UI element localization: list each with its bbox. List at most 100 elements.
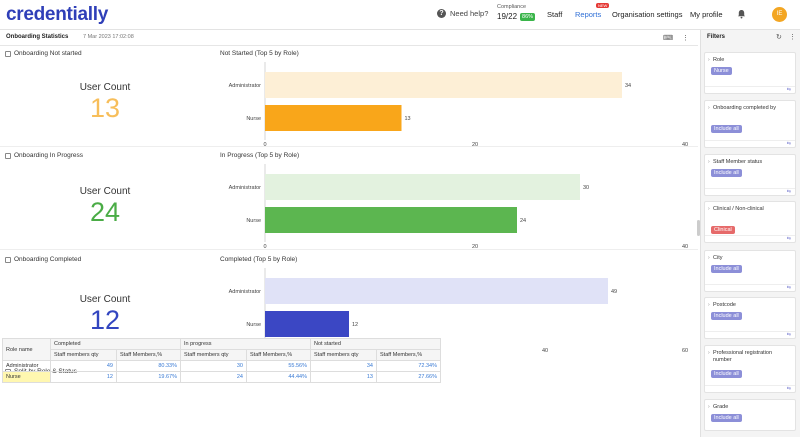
chevron-right-icon[interactable]: ›: [708, 350, 710, 356]
table-cell[interactable]: 13: [310, 371, 377, 383]
chevron-right-icon[interactable]: ›: [708, 404, 710, 410]
filter-options-icon[interactable]: ⇆: [786, 285, 791, 291]
filter-footer: ⇆: [705, 331, 795, 338]
nav-staff[interactable]: Staff: [547, 10, 563, 19]
chevron-right-icon[interactable]: ›: [708, 57, 710, 63]
filter-footer: ⇆: [705, 140, 795, 147]
table-subheader-pct[interactable]: Staff Members,%: [246, 349, 311, 361]
table-cell[interactable]: 34: [310, 360, 377, 372]
bar-nurse[interactable]: [265, 207, 517, 233]
table-subheader-qty[interactable]: Staff members qty: [310, 349, 377, 361]
table-cell-role: Administrator: [2, 360, 51, 372]
filter-footer: ⇆: [705, 188, 795, 195]
bar-administrator[interactable]: [265, 174, 580, 200]
chart-title-in-progress: In Progress (Top 5 by Role): [220, 152, 300, 159]
filter-options-icon[interactable]: ⇆: [786, 386, 791, 392]
chart-in-progress: Administrator 30 Nurse 24 0 20 40: [229, 164, 688, 250]
filter-chip[interactable]: Include all: [711, 414, 742, 422]
table-header-completed[interactable]: Completed: [50, 338, 181, 350]
compliance-label: Compliance: [497, 4, 527, 10]
filter-options-icon[interactable]: ⇆: [786, 236, 791, 242]
table-subheader-qty[interactable]: Staff members qty: [50, 349, 117, 361]
filter-chip[interactable]: Include all: [711, 169, 742, 177]
table-cell[interactable]: 30: [180, 360, 247, 372]
table-cell[interactable]: 49: [50, 360, 117, 372]
notifications-bell-icon[interactable]: [737, 9, 746, 19]
filter-label: City: [713, 255, 723, 261]
logo[interactable]: credentially: [6, 4, 109, 25]
chevron-right-icon[interactable]: ›: [708, 302, 710, 308]
category-label: Nurse: [246, 116, 261, 122]
nav-reports[interactable]: Reports: [575, 10, 602, 19]
table-cell[interactable]: 12: [50, 371, 117, 383]
keyboard-icon[interactable]: ⌨: [663, 35, 674, 42]
filter-card[interactable]: › Clinical / Non-clinical Clinical ⇆: [704, 201, 796, 243]
filter-chip[interactable]: Include all: [711, 125, 742, 133]
bar-nurse[interactable]: [265, 105, 402, 131]
filter-options-icon[interactable]: ⇆: [786, 87, 791, 93]
table-cell[interactable]: 19.67%: [116, 371, 181, 383]
section-icon: [5, 152, 11, 159]
filters-more-icon[interactable]: ⋮: [789, 34, 796, 41]
filter-card[interactable]: › Postcode Include all ⇆: [704, 297, 796, 339]
filter-chip[interactable]: Include all: [711, 370, 742, 378]
chevron-right-icon[interactable]: ›: [708, 206, 710, 212]
table-cell[interactable]: 27.66%: [376, 371, 441, 383]
table-cell[interactable]: 24: [180, 371, 247, 383]
data-label: 12: [352, 322, 358, 328]
filter-card[interactable]: › City Include all ⇆: [704, 250, 796, 292]
table-header-role[interactable]: Role name: [2, 338, 51, 361]
filter-card[interactable]: › Onboarding completed by Include all ⇆: [704, 100, 796, 148]
filter-chip[interactable]: Include all: [711, 312, 742, 320]
user-count-value: 12: [89, 305, 121, 335]
report-main: Onboarding Not started User Count 13 Not…: [0, 46, 698, 437]
table-header-in-progress[interactable]: In progress: [180, 338, 311, 350]
filter-card[interactable]: › Staff Member status Include all ⇆: [704, 154, 796, 196]
compliance-percent-badge: 86%: [520, 12, 536, 21]
tick-label: 40: [682, 244, 688, 250]
report-timestamp: 7 Mar 2023 17:02:08: [83, 34, 134, 40]
filter-card[interactable]: › Grade Include all: [704, 399, 796, 431]
tick-label: 0: [263, 244, 266, 250]
table-cell[interactable]: 72.34%: [376, 360, 441, 372]
data-label: 34: [625, 83, 631, 89]
filter-options-icon[interactable]: ⇆: [786, 189, 791, 195]
section-title-label: Onboarding Not started: [14, 50, 82, 57]
user-count-in-progress: User Count 24: [50, 186, 160, 227]
user-count-completed: User Count 12: [50, 294, 160, 335]
table-subheader-qty[interactable]: Staff members qty: [180, 349, 247, 361]
chart-title-completed: Completed (Top 5 by Role): [220, 256, 298, 263]
more-options-icon[interactable]: ⋮: [682, 35, 689, 42]
bar-administrator[interactable]: [265, 278, 608, 304]
chevron-right-icon[interactable]: ›: [708, 159, 710, 165]
table-header-not-started[interactable]: Not started: [310, 338, 441, 350]
compliance-widget[interactable]: Compliance 19/22 86%: [497, 4, 536, 21]
filter-footer: ⇆: [705, 235, 795, 242]
filter-chip[interactable]: Include all: [711, 265, 742, 273]
filter-options-icon[interactable]: ⇆: [786, 332, 791, 338]
filter-options-icon[interactable]: ⇆: [786, 141, 791, 147]
filter-footer: ⇆: [705, 86, 795, 93]
divider: [0, 146, 698, 147]
bar-administrator[interactable]: [265, 72, 622, 98]
filter-chip[interactable]: Clinical: [711, 226, 735, 234]
table-subheader-pct[interactable]: Staff Members,%: [376, 349, 441, 361]
table-subheader-pct[interactable]: Staff Members,%: [116, 349, 181, 361]
help-link[interactable]: ? Need help?: [437, 9, 488, 18]
nav-my-profile[interactable]: My profile: [690, 10, 723, 19]
bar-nurse[interactable]: [265, 311, 349, 337]
chevron-right-icon[interactable]: ›: [708, 255, 710, 261]
nav-organisation-settings[interactable]: Organisation settings: [612, 10, 683, 19]
chevron-right-icon[interactable]: ›: [708, 105, 710, 111]
filter-card[interactable]: › Professional registration number Include…: [704, 345, 796, 393]
table-cell[interactable]: 55.56%: [246, 360, 311, 372]
table-cell[interactable]: 80.33%: [116, 360, 181, 372]
table-cell[interactable]: 44.44%: [246, 371, 311, 383]
reset-filters-icon[interactable]: ↻: [776, 34, 782, 41]
filter-chip[interactable]: Nurse: [711, 67, 732, 75]
avatar[interactable]: IE: [772, 7, 787, 22]
main-scrollbar[interactable]: [697, 220, 700, 236]
category-label: Administrator: [229, 289, 262, 295]
filter-card[interactable]: › Role Nurse ⇆: [704, 52, 796, 94]
tick-label: 60: [682, 348, 688, 354]
